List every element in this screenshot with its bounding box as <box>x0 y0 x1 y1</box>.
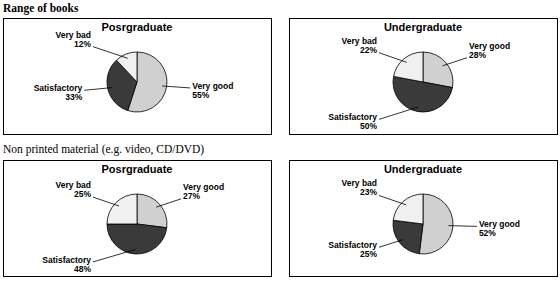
leader-line <box>162 86 190 88</box>
leader-line <box>448 225 476 227</box>
chart-title: Posrgraduate <box>102 163 173 175</box>
labels: Very good52%Satisfactory25%Very bad23% <box>328 178 520 259</box>
pie-slice <box>137 194 167 228</box>
chart-panel: Undergraduate Very good52%Satisfactory25%… <box>290 161 558 277</box>
data-label: 52% <box>479 228 496 238</box>
leader-line <box>93 197 119 206</box>
labels: Very good28%Satisfactory50%Very bad22% <box>328 36 510 132</box>
pie-slice <box>423 52 453 88</box>
data-label: 22% <box>360 45 377 55</box>
page: Range of books Non printed material (e.g.… <box>0 0 560 303</box>
pie-slice <box>419 194 453 254</box>
chart-frame <box>290 19 558 135</box>
chart-title: Undergraduate <box>384 163 462 175</box>
slices <box>107 194 167 254</box>
chart-panel: PosrgraduateVery good55%Satisfactory33%V… <box>4 19 272 135</box>
pie-slice <box>394 52 423 82</box>
data-label: 50% <box>360 121 377 131</box>
data-label: 27% <box>183 191 200 201</box>
data-label: 55% <box>192 90 209 100</box>
slices <box>393 194 453 254</box>
data-label: 25% <box>360 249 377 259</box>
leader-line <box>379 240 403 248</box>
data-label: 12% <box>74 39 91 49</box>
leader-line <box>156 199 181 207</box>
leader-line <box>379 107 418 119</box>
leader-line <box>93 249 135 261</box>
labels: Very good27%Satisfactory48%Very bad25% <box>42 180 224 274</box>
data-label: 28% <box>469 50 486 60</box>
pie-slice <box>393 194 423 224</box>
slices <box>107 52 167 112</box>
chart-panel: Undergraduate Very good28%Satisfactory50%… <box>290 19 558 135</box>
pie-slice <box>107 194 137 224</box>
leader-line <box>443 58 467 66</box>
data-label: 23% <box>360 187 377 197</box>
pie-slice <box>393 220 423 254</box>
data-label: 48% <box>74 264 91 274</box>
leader-line <box>84 88 112 91</box>
leader-line <box>379 195 406 204</box>
data-label: 33% <box>65 92 82 102</box>
chart-frame <box>4 19 272 135</box>
section-heading: Non printed material (e.g. video, CD/DVD… <box>3 143 204 156</box>
data-label: 25% <box>74 189 91 199</box>
chart-title: Undergraduate <box>384 21 462 33</box>
leader-line <box>379 53 407 63</box>
chart-panel: Posrgraduate Very good27%Satisfactory48%V… <box>4 161 272 277</box>
section-heading: Range of books <box>3 2 79 15</box>
pie-slice <box>107 224 167 254</box>
leader-line <box>93 47 128 59</box>
chart-title: Posrgraduate <box>102 21 173 33</box>
labels: Very good55%Satisfactory33%Very bad12% <box>34 30 234 103</box>
chart-frame <box>290 161 558 277</box>
pie-slice <box>116 52 137 82</box>
chart-frame <box>4 161 272 277</box>
